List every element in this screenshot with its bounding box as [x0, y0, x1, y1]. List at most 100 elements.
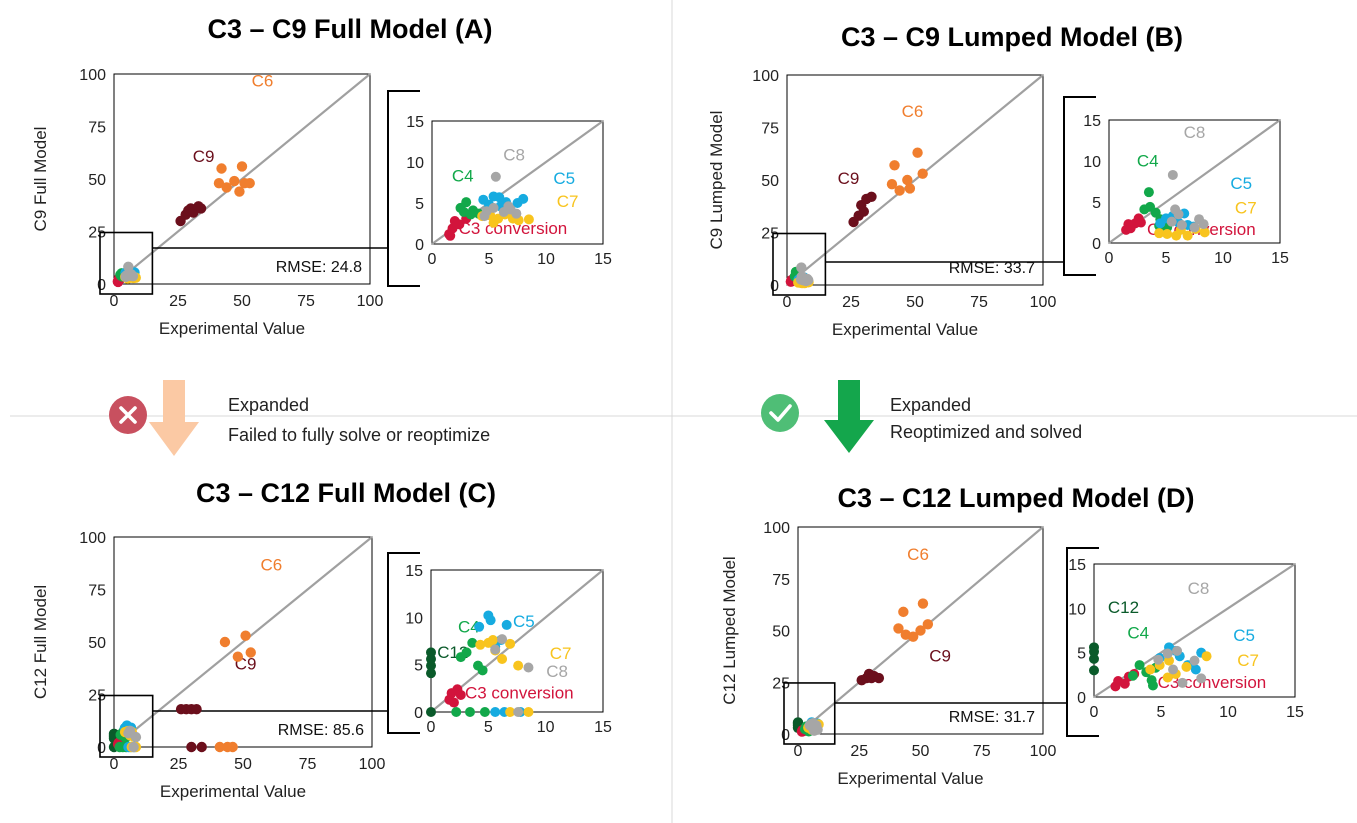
main-data-point — [912, 147, 923, 158]
main-a-y-tick-label: 50 — [88, 172, 106, 189]
main-data-point — [213, 178, 225, 189]
main-data-point — [907, 631, 919, 642]
inset-data-point — [1147, 680, 1158, 691]
success-line2: Reoptimized and solved — [890, 422, 1082, 442]
inset-data-point — [1153, 654, 1164, 665]
main-b-x-tick-label: 50 — [906, 294, 924, 311]
main-b-y-tick-label: 100 — [752, 68, 779, 85]
inset-data-point — [1196, 673, 1207, 684]
inset-c-y-tick-label: 5 — [414, 658, 423, 675]
inset-data-point — [1089, 642, 1099, 653]
main-a-y-tick-label: 0 — [97, 277, 106, 294]
inset-data-point — [445, 230, 456, 241]
main-data-point — [216, 163, 227, 174]
main-d-x-tick-label: 75 — [973, 743, 991, 760]
inset-group-label: C5 — [1233, 626, 1255, 645]
inset-data-point — [487, 635, 498, 646]
main-data-point — [902, 174, 913, 186]
main-data-point — [889, 160, 900, 171]
main-data-point — [128, 741, 139, 753]
inset-bracket — [387, 90, 420, 287]
inset-data-point — [1199, 227, 1210, 238]
main-c-y-tick-label: 75 — [88, 583, 106, 600]
main-data-point — [893, 623, 904, 634]
inset-bracket — [1063, 96, 1096, 276]
inset-group-label: C7 — [550, 644, 572, 663]
inset-group-label: C4 — [452, 167, 474, 186]
x-axis-label: Experimental Value — [832, 320, 978, 339]
inset-d-y-tick-label: 5 — [1077, 646, 1086, 663]
main-a-x-tick-label: 50 — [233, 293, 251, 310]
inset-a-x-tick-label: 10 — [537, 251, 555, 268]
main-data-point — [244, 178, 255, 189]
inset-c-y-tick-label: 15 — [405, 563, 423, 580]
inset-data-point — [497, 653, 508, 664]
main-data-point — [873, 672, 885, 684]
main-data-point — [229, 175, 240, 187]
inset-data-point — [1172, 645, 1183, 656]
inset-group-label: C4 — [458, 617, 480, 636]
y-axis-label: C9 Full Model — [31, 127, 50, 232]
main-d-x-tick-label: 0 — [794, 743, 803, 760]
inset-data-point — [1168, 664, 1179, 675]
main-b-y-tick-label: 75 — [761, 121, 779, 138]
inset-data-point — [467, 637, 478, 648]
rmse-label: RMSE: 33.7 — [949, 260, 1035, 277]
main-d-y-tick-label: 50 — [772, 624, 790, 641]
main-c-y-tick-label: 25 — [88, 688, 106, 705]
main-data-point — [886, 179, 898, 190]
inset-data-point — [1201, 651, 1212, 662]
inset-data-point — [1154, 228, 1165, 239]
main-data-point — [234, 186, 245, 197]
main-d-y-tick-label: 0 — [781, 727, 790, 744]
main-data-point — [196, 741, 207, 753]
main-data-point — [240, 630, 251, 641]
inset-data-point — [523, 707, 534, 717]
inset-data-point — [479, 707, 490, 717]
main-c-x-tick-label: 50 — [234, 756, 252, 773]
inset-b-x-tick-label: 5 — [1162, 250, 1171, 267]
inset-bracket — [387, 552, 420, 734]
main-a-y-tick-label: 100 — [79, 67, 106, 84]
main-group-label: C6 — [252, 72, 274, 91]
inset-data-point — [523, 662, 534, 673]
inset-b-y-tick-label: 5 — [1092, 195, 1101, 212]
main-a-plot-frame — [113, 73, 371, 285]
inset-data-point — [1181, 661, 1192, 672]
inset-data-point — [488, 202, 499, 213]
main-data-point — [904, 183, 916, 194]
zoom-box — [99, 231, 154, 295]
failed-line2: Failed to fully solve or reoptimize — [228, 425, 490, 445]
main-c-x-tick-label: 100 — [359, 756, 386, 773]
main-data-point — [245, 647, 256, 658]
inset-data-point — [426, 647, 436, 658]
inset-b-plot-frame — [1108, 119, 1281, 244]
inset-group-label: C7 — [1237, 651, 1259, 670]
inset-d-x-tick-label: 0 — [1090, 704, 1099, 721]
inset-d-plot-frame — [1093, 563, 1296, 698]
zoom-box — [772, 232, 827, 296]
inset-data-point — [490, 171, 501, 182]
inset-data-point — [511, 208, 522, 219]
failed-down-arrow — [149, 380, 199, 456]
inset-d-y-tick-label: 0 — [1077, 690, 1086, 707]
main-data-point — [796, 262, 807, 273]
inset-b-y-tick-label: 10 — [1083, 154, 1101, 171]
inset-d-x-tick-label: 15 — [1286, 704, 1304, 721]
inset-data-point — [1189, 655, 1200, 666]
y-axis-label: C12 Lumped Model — [720, 556, 739, 704]
main-c-x-tick-label: 25 — [170, 756, 188, 773]
main-data-point — [898, 606, 909, 618]
inset-data-point — [1143, 187, 1154, 198]
main-c-y-tick-label: 50 — [88, 635, 106, 652]
main-d-y-tick-label: 100 — [763, 520, 790, 537]
check-mark-icon — [769, 404, 792, 422]
main-group-label: C9 — [838, 169, 860, 188]
main-a-x-tick-label: 0 — [110, 293, 119, 310]
main-b-parity-line — [786, 74, 1044, 286]
main-a-x-tick-label: 100 — [357, 293, 384, 310]
inset-bracket — [1066, 547, 1099, 737]
inset-data-point — [1145, 664, 1156, 675]
